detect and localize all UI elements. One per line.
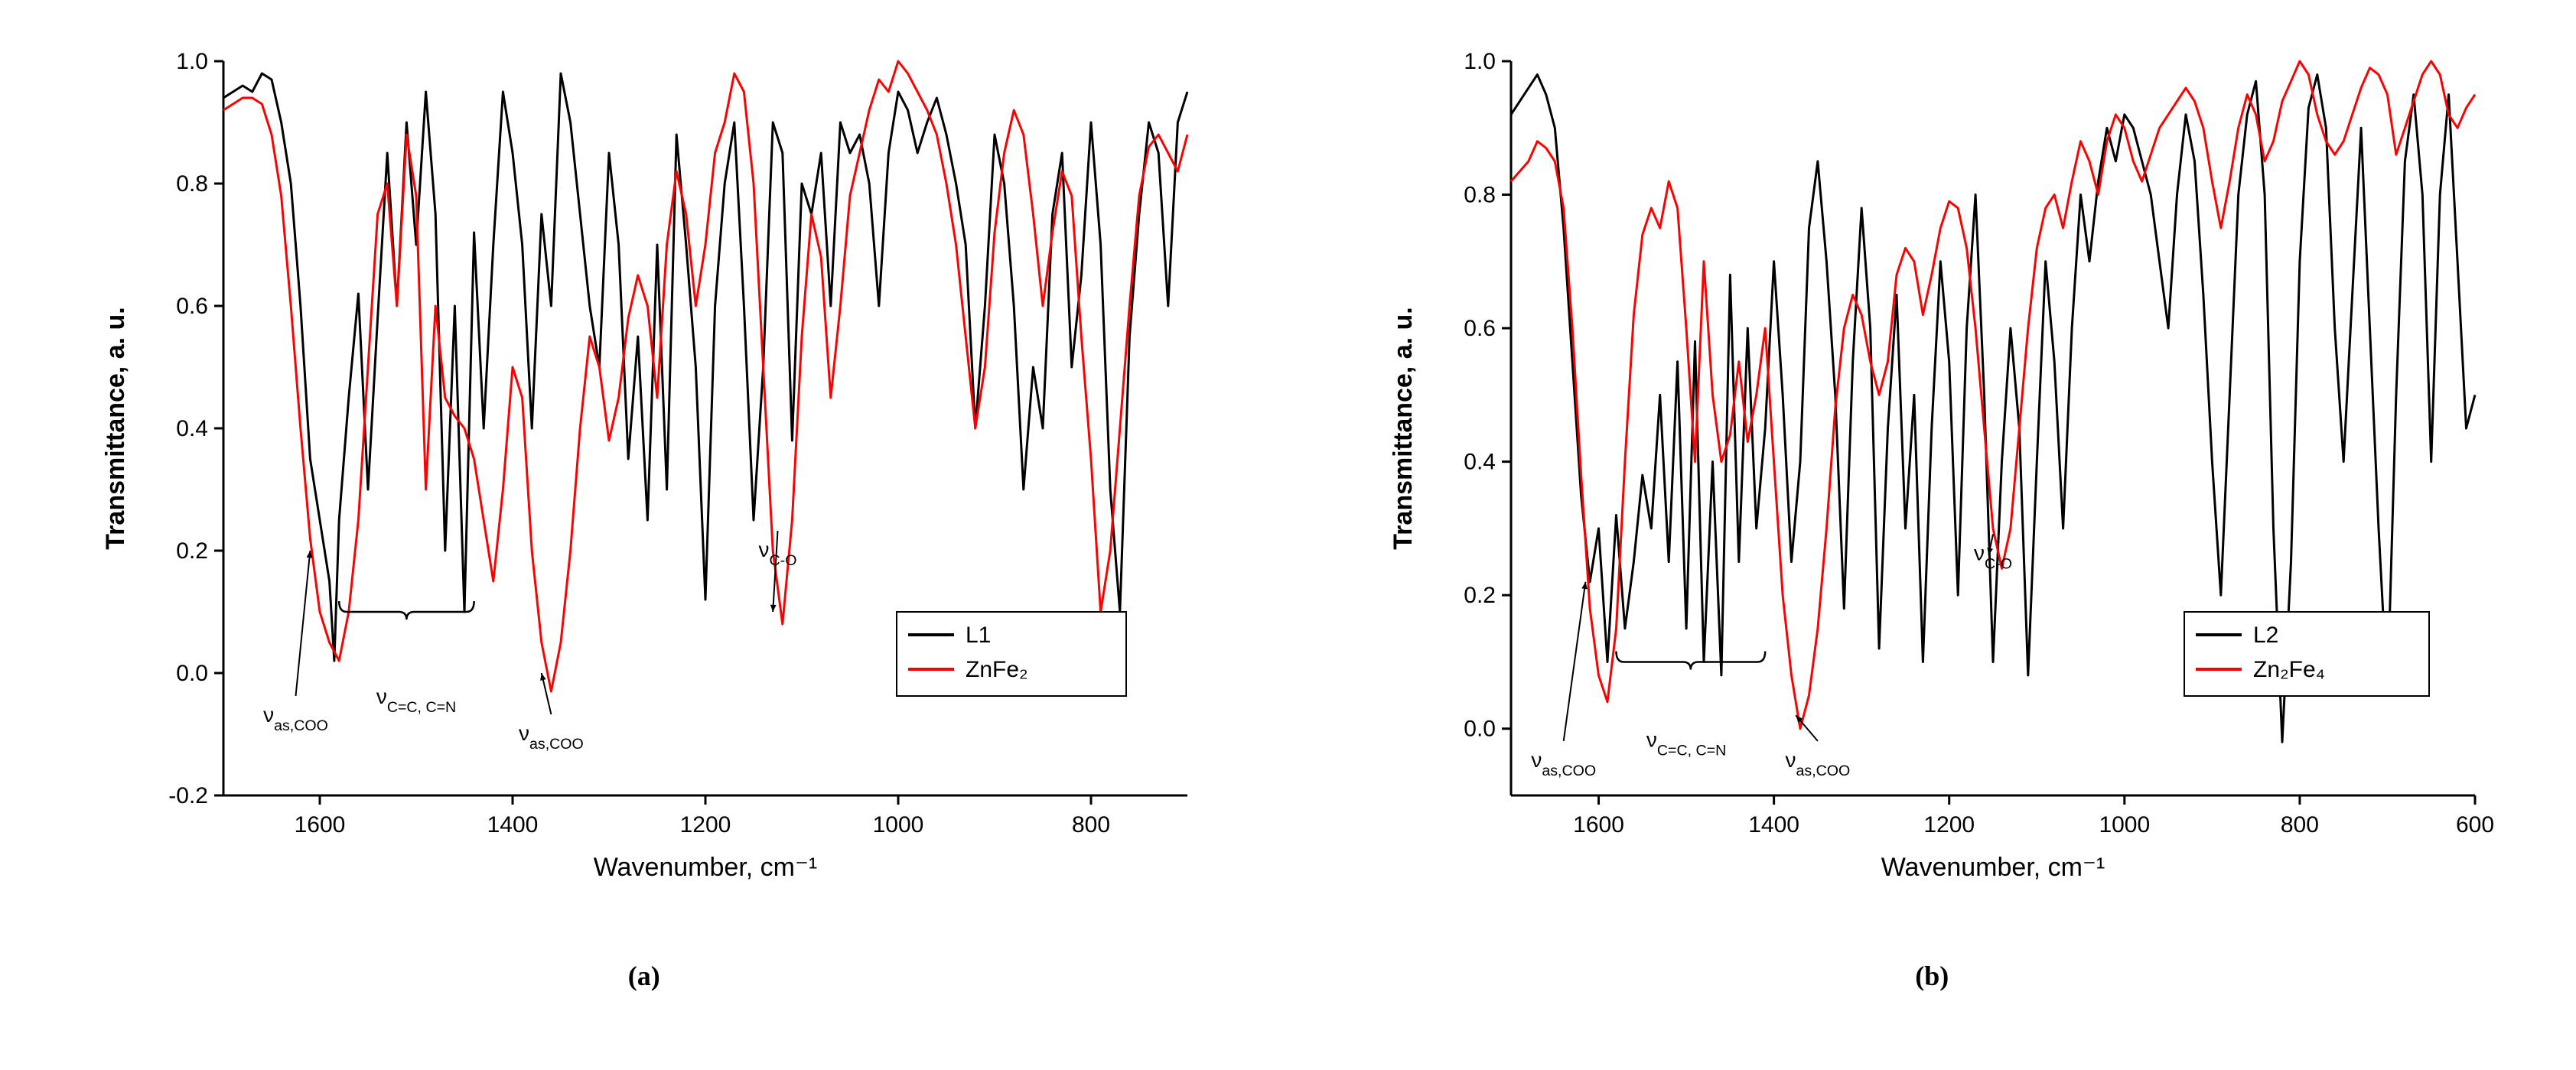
svg-text:1400: 1400 bbox=[487, 812, 538, 837]
svg-text:1200: 1200 bbox=[1924, 812, 1975, 837]
svg-text:Wavenumber, cm⁻¹: Wavenumber, cm⁻¹ bbox=[593, 853, 817, 882]
svg-text:1.0: 1.0 bbox=[176, 49, 208, 74]
svg-text:1600: 1600 bbox=[294, 812, 345, 837]
chart-b-svg: 1600 1400 1200 1000 800 600 0.0 0.2 0.4 0.6 0.8 1.0… bbox=[1358, 15, 2506, 933]
svg-text:0.0: 0.0 bbox=[1464, 717, 1496, 742]
svg-text:0.4: 0.4 bbox=[1464, 450, 1496, 475]
svg-text:L1: L1 bbox=[966, 623, 991, 648]
svg-text:1400: 1400 bbox=[1749, 812, 1800, 837]
panel-a-label: (a) bbox=[628, 960, 660, 992]
chart-a-svg: 1600 1400 1200 1000 800 -0.2 0.0 0.2 0.4 0.6 0.8 1.… bbox=[70, 15, 1218, 933]
svg-text:0.6: 0.6 bbox=[176, 294, 208, 319]
svg-text:600: 600 bbox=[2456, 812, 2494, 837]
svg-text:0.8: 0.8 bbox=[176, 171, 208, 197]
svg-text:1600: 1600 bbox=[1573, 812, 1624, 837]
svg-text:-0.2: -0.2 bbox=[168, 783, 208, 808]
svg-text:Transmittance, a. u.: Transmittance, a. u. bbox=[1389, 307, 1418, 549]
svg-text:0.0: 0.0 bbox=[176, 661, 208, 686]
svg-text:Zn₂Fe₄: Zn₂Fe₄ bbox=[2253, 657, 2325, 682]
svg-text:Wavenumber, cm⁻¹: Wavenumber, cm⁻¹ bbox=[1881, 853, 2105, 882]
svg-text:1.0: 1.0 bbox=[1464, 49, 1496, 74]
svg-text:1000: 1000 bbox=[2099, 812, 2151, 837]
svg-text:0.2: 0.2 bbox=[176, 538, 208, 564]
svg-text:Transmittance, a. u.: Transmittance, a. u. bbox=[101, 307, 130, 549]
svg-text:L2: L2 bbox=[2253, 623, 2278, 648]
panel-a: 1600 1400 1200 1000 800 -0.2 0.0 0.2 0.4 0.6 0.8 1.… bbox=[70, 15, 1218, 992]
panel-b-label: (b) bbox=[1915, 960, 1949, 992]
panel-b: 1600 1400 1200 1000 800 600 0.0 0.2 0.4 0.6 0.8 1.0… bbox=[1358, 15, 2506, 992]
svg-text:800: 800 bbox=[1072, 812, 1110, 837]
chart-b-wrap: 1600 1400 1200 1000 800 600 0.0 0.2 0.4 0.6 0.8 1.0… bbox=[1358, 15, 2506, 937]
figure-container: 1600 1400 1200 1000 800 -0.2 0.0 0.2 0.4 0.6 0.8 1.… bbox=[15, 15, 2561, 992]
svg-text:1000: 1000 bbox=[872, 812, 923, 837]
svg-text:0.4: 0.4 bbox=[176, 416, 208, 441]
svg-text:0.2: 0.2 bbox=[1464, 583, 1496, 608]
svg-text:0.6: 0.6 bbox=[1464, 316, 1496, 341]
svg-text:1200: 1200 bbox=[679, 812, 731, 837]
chart-a-wrap: 1600 1400 1200 1000 800 -0.2 0.0 0.2 0.4 0.6 0.8 1.… bbox=[70, 15, 1218, 937]
svg-text:0.8: 0.8 bbox=[1464, 183, 1496, 208]
svg-text:800: 800 bbox=[2281, 812, 2319, 837]
svg-text:ZnFe₂: ZnFe₂ bbox=[966, 657, 1028, 682]
